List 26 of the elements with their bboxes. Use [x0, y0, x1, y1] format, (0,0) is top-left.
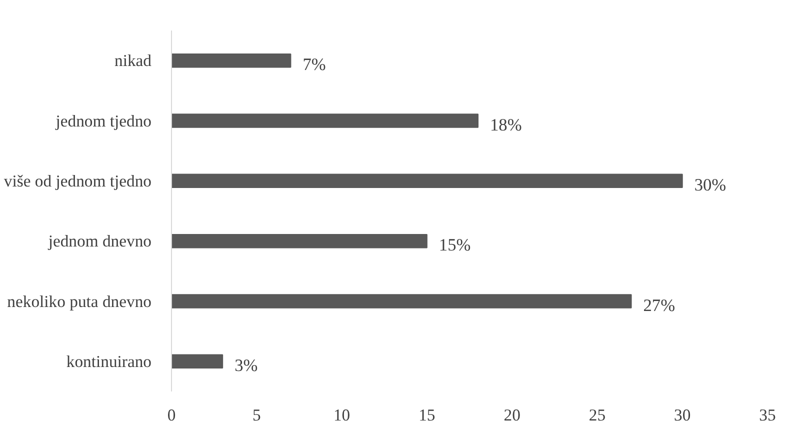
y-tick-label: više od jednom tjedno [4, 171, 152, 190]
x-tick-label: 25 [588, 406, 606, 423]
bar [172, 354, 224, 369]
bar [172, 114, 479, 128]
bar [172, 53, 292, 68]
data-label: 3% [234, 356, 258, 375]
x-tick-label: 15 [418, 406, 436, 423]
y-tick-label: jednom tjedno [54, 111, 152, 130]
y-tick-label: kontinuirano [66, 352, 152, 371]
bar [172, 234, 428, 248]
data-label: 7% [302, 55, 326, 74]
y-tick-label: jednom dnevno [47, 232, 152, 251]
x-tick-label: 5 [252, 406, 261, 423]
data-label: 30% [694, 175, 726, 194]
data-label: 15% [438, 236, 471, 255]
data-label: 18% [490, 115, 522, 134]
x-tick-label: 20 [504, 406, 520, 423]
x-tick-label: 30 [674, 406, 691, 423]
x-tick-label: 35 [759, 406, 776, 423]
bar [172, 294, 632, 308]
x-tick-label: 10 [333, 406, 350, 423]
y-tick-label: nekoliko puta dnevno [7, 292, 152, 311]
data-label: 27% [643, 296, 676, 315]
y-tick-label: nikad [114, 51, 152, 70]
x-tick-label: 0 [167, 406, 176, 423]
bar [172, 174, 683, 188]
